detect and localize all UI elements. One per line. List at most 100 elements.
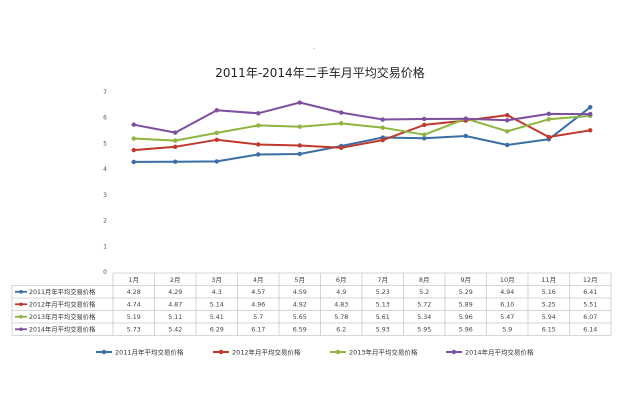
y-tick-label: 2	[103, 218, 107, 225]
y-tick-label: 6	[103, 115, 107, 122]
category-label: 3月	[211, 276, 222, 284]
table-cell-value: 5.73	[127, 327, 141, 334]
data-point	[256, 111, 261, 116]
category-label: 8月	[419, 276, 430, 284]
table-cell-value: 6.59	[293, 327, 307, 334]
data-point	[131, 147, 136, 153]
table-series-name: 2011月年平均交易价格	[29, 287, 96, 296]
table-cell-value: 5.2	[419, 289, 429, 296]
table-legend-marker	[19, 289, 23, 294]
table-series-name: 2013年月平均交易价格	[29, 312, 96, 321]
data-point	[256, 152, 261, 157]
table-cell-value: 4.96	[251, 302, 265, 309]
table-cell-value: 5.13	[376, 302, 390, 309]
category-label: 2月	[170, 276, 181, 284]
data-point	[380, 117, 385, 122]
data-point	[339, 145, 344, 150]
table-cell-value: 5.93	[376, 327, 390, 334]
legend-marker	[218, 349, 224, 355]
table-cell-value: 5.42	[168, 327, 182, 334]
table-cell-value: 6.07	[583, 314, 597, 321]
legend-label: 2014年月平均交易价格	[465, 348, 534, 357]
legend-marker	[335, 349, 341, 355]
table-cell-value: 6.41	[583, 289, 597, 296]
table-cell-value: 4.28	[127, 289, 141, 296]
y-tick-label: 3	[103, 192, 107, 199]
data-point	[173, 144, 178, 149]
table-cell-value: 4.9	[336, 289, 346, 296]
data-point	[463, 116, 468, 121]
table-legend-marker	[19, 302, 23, 307]
category-label: 5月	[294, 276, 305, 284]
table-cell-value: 4.3	[212, 289, 222, 296]
series-line	[133, 106, 591, 163]
table-cell-value: 5.47	[500, 314, 514, 321]
table-cell-value: 5.94	[542, 314, 556, 321]
data-point	[297, 100, 302, 105]
legend-marker	[101, 349, 107, 355]
table-legend-marker	[19, 327, 23, 332]
data-point	[214, 137, 219, 143]
table-cell-value: 4.74	[127, 302, 141, 309]
data-point	[339, 110, 344, 115]
table-cell-value: 5.34	[417, 314, 431, 321]
table-cell-value: 6.10	[500, 302, 514, 309]
table-cell-value: 4.94	[500, 289, 514, 296]
category-label: 7月	[377, 276, 388, 284]
table-cell-value: 5.9	[502, 327, 512, 334]
table-cell-value: 5.16	[542, 289, 556, 296]
data-point	[214, 108, 219, 113]
category-label: 10月	[500, 276, 515, 284]
table-cell-value: 5.7	[253, 314, 263, 321]
table-cell-value: 4.59	[293, 289, 307, 296]
data-point	[131, 159, 136, 165]
table-cell-value: 5.19	[127, 314, 141, 321]
data-point	[131, 122, 136, 127]
table-cell-value: 4.57	[251, 289, 265, 296]
table-cell-value: 6.15	[542, 327, 556, 334]
series-line	[133, 114, 591, 152]
table-cell-value: 5.23	[376, 289, 390, 296]
data-point	[214, 130, 219, 136]
legend-label: 2013年月平均交易价格	[349, 348, 418, 357]
table-cell-value: 5.61	[376, 314, 390, 321]
data-point	[380, 137, 385, 143]
table-cell-value: 6.29	[210, 327, 224, 334]
category-label: 9月	[460, 276, 471, 284]
category-label: 1月	[128, 276, 139, 284]
category-label: 4月	[253, 276, 264, 284]
series-line	[133, 101, 591, 134]
table-cell-value: 4.83	[334, 302, 348, 309]
chart-title: 2011年-2014年二手车月平均交易价格	[215, 66, 425, 80]
table-cell-value: 5.89	[459, 302, 473, 309]
table-cell-value: 5.65	[293, 314, 307, 321]
data-point	[131, 136, 136, 141]
legend-label: 2012年月平均交易价格	[232, 348, 301, 357]
data-point	[339, 121, 344, 126]
y-tick-label: 1	[103, 243, 107, 250]
data-point	[546, 117, 551, 122]
data-point	[214, 159, 219, 164]
data-point	[505, 118, 510, 123]
table-cell-value: 5.25	[542, 302, 556, 309]
legend-marker	[451, 349, 457, 355]
data-point	[297, 151, 302, 157]
table-cell-value: 5.78	[334, 314, 348, 321]
category-label: 6月	[336, 276, 347, 284]
data-point	[173, 159, 178, 164]
table-cell-value: 6.14	[583, 327, 597, 334]
table-cell-value: 5.41	[210, 314, 224, 321]
data-point	[463, 133, 468, 139]
data-point	[505, 129, 510, 134]
data-point	[297, 124, 302, 129]
table-cell-value: 4.92	[293, 302, 307, 309]
category-label: 12月	[583, 276, 598, 284]
table-series-name: 2012年月平均交易价格	[29, 300, 96, 309]
data-point	[173, 138, 178, 143]
data-point	[588, 111, 593, 117]
table-cell-value: 5.51	[583, 302, 597, 309]
data-point	[297, 143, 302, 148]
table-cell-value: 5.72	[417, 302, 431, 309]
data-point	[505, 142, 510, 148]
